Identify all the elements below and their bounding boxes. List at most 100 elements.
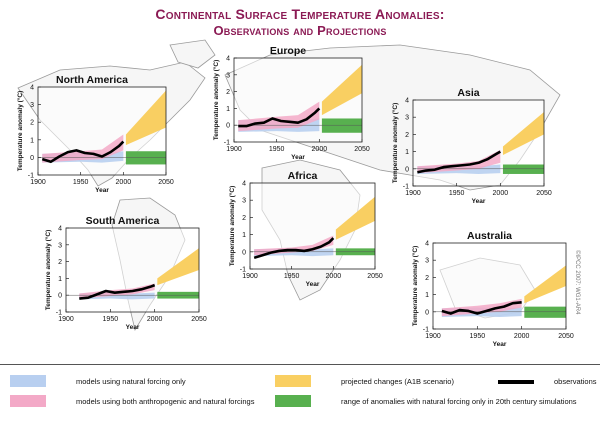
africa-x-axis-label: Year: [306, 281, 320, 288]
south-america-x-tick-label: 1900: [58, 316, 74, 323]
asia-anthropogenic-band: [417, 149, 501, 174]
south-america-region-title: South America: [86, 215, 160, 227]
south-america-y-tick-label: -1: [56, 310, 62, 317]
asia-x-axis-label: Year: [472, 198, 486, 205]
asia-y-tick-label: 1: [405, 149, 409, 156]
legend-label-projected: projected changes (A1B scenario): [341, 376, 454, 386]
chart-title-line-2: Observations and Projections: [213, 23, 387, 38]
legend-label-natural: models using natural forcing only: [76, 376, 186, 386]
north-america-y-tick-label: 0: [30, 155, 34, 162]
south-america-y-tick-label: 0: [58, 293, 62, 300]
europe-y-axis-label: Temperature anomaly (°C): [212, 60, 220, 141]
australia-y-axis-label: Temperature anomaly (°C): [411, 246, 419, 327]
south-america-x-tick-label: 1950: [103, 316, 119, 323]
asia-region-title: Asia: [457, 87, 479, 99]
legend-item-observations: observations: [498, 377, 597, 386]
north-america-y-tick-label: 4: [30, 85, 34, 92]
north-america-observations-line: [41, 140, 125, 164]
africa-x-tick-label: 1950: [284, 273, 300, 280]
africa-observations-line: [253, 237, 335, 260]
europe-y-tick-label: 2: [226, 89, 230, 96]
africa-y-axis-label: Temperature anomaly (°C): [228, 186, 236, 267]
south-america-projected-band: [157, 248, 199, 286]
australia-y-tick-label: 2: [425, 275, 429, 282]
africa-anthropogenic-band: [254, 235, 334, 256]
asia-projected-band: [502, 112, 544, 156]
europe-observations-line: [238, 107, 321, 128]
australia-y-tick-label: 0: [425, 309, 429, 316]
south-america-y-tick-label: 2: [58, 259, 62, 266]
asia-x-tick-label: 1900: [405, 190, 421, 197]
asia-x-tick-label: 2050: [536, 190, 552, 197]
north-america-x-axis-label: Year: [95, 187, 109, 194]
asia-y-axis-label: Temperature anomaly (°C): [391, 103, 399, 184]
africa-y-tick-label: 3: [242, 198, 246, 205]
north-america-y-tick-label: -1: [28, 173, 34, 180]
africa-y-tick-label: 1: [242, 232, 246, 239]
south-america-x-tick-label: 2050: [191, 316, 207, 323]
south-america-y-axis-label: Temperature anomaly (°C): [44, 230, 52, 311]
legend-swatch-observations: [498, 379, 534, 384]
europe-y-tick-label: 3: [226, 72, 230, 79]
africa-axes-frame: [249, 182, 376, 270]
europe-y-tick-label: -1: [224, 140, 230, 147]
europe-x-tick-label: 1950: [269, 146, 285, 153]
africa-region-title: Africa: [288, 170, 318, 182]
legend-label-anthropogenic: models using both anthropogenic and natu…: [76, 396, 255, 406]
africa-y-tick-label: 0: [242, 249, 246, 256]
north-america-y-tick-label: 3: [30, 102, 34, 109]
legend-item-anthropogenic: models using both anthropogenic and natu…: [10, 395, 254, 407]
copyright-notice: ©IPCC 2007: WG1-AR4: [574, 250, 580, 315]
australia-y-tick-label: 1: [425, 292, 429, 299]
europe-axes-frame: [233, 57, 363, 143]
australia-natural-range-box: [524, 306, 566, 318]
europe-x-tick-label: 2000: [312, 146, 328, 153]
africa-x-tick-label: 2000: [326, 273, 342, 280]
asia-x-tick-label: 2000: [493, 190, 509, 197]
south-america-y-tick-label: 1: [58, 276, 62, 283]
australia-x-tick-label: 2050: [558, 333, 574, 340]
australia-y-tick-label: 4: [425, 241, 429, 248]
asia-y-tick-label: -1: [403, 184, 409, 191]
africa-x-tick-label: 2050: [367, 273, 383, 280]
australia-region-title: Australia: [467, 230, 512, 242]
chart-title-line-1: Continental Surface Temperature Anomalie…: [155, 6, 445, 22]
north-america-y-tick-label: 2: [30, 120, 34, 127]
australia-x-tick-label: 1900: [425, 333, 441, 340]
europe-projected-band: [321, 64, 362, 116]
europe-y-tick-label: 4: [226, 56, 230, 63]
africa-y-tick-label: 2: [242, 215, 246, 222]
asia-y-tick-label: 4: [405, 98, 409, 105]
europe-x-tick-label: 2050: [354, 146, 370, 153]
legend-label-observations: observations: [554, 377, 597, 386]
south-america-x-axis-label: Year: [126, 324, 140, 331]
south-america-x-tick-label: 2000: [147, 316, 163, 323]
north-america-axes-frame: [37, 86, 167, 176]
asia-y-tick-label: 0: [405, 166, 409, 173]
australia-projected-band: [524, 265, 566, 304]
south-america-axes-frame: [65, 227, 200, 313]
africa-y-tick-label: 4: [242, 181, 246, 188]
legend-swatch-anthropogenic: [10, 395, 46, 407]
europe-x-tick-label: 1900: [226, 146, 242, 153]
legend-swatch-natural: [10, 375, 46, 387]
north-america-x-tick-label: 1950: [73, 179, 89, 186]
asia-y-tick-label: 3: [405, 115, 409, 122]
asia-x-tick-label: 1950: [449, 190, 465, 197]
australia-x-tick-label: 2000: [514, 333, 530, 340]
australia-y-tick-label: -1: [423, 327, 429, 334]
europe-y-tick-label: 0: [226, 123, 230, 130]
south-america-y-tick-label: 3: [58, 242, 62, 249]
asia-natural-range-box: [502, 164, 544, 174]
legend-item-natural: models using natural forcing only: [10, 375, 186, 387]
north-america-region-title: North America: [56, 74, 128, 86]
europe-x-axis-label: Year: [291, 154, 305, 161]
north-america-y-tick-label: 1: [30, 137, 34, 144]
greenland-outline: [169, 39, 216, 69]
north-america-y-axis-label: Temperature anomaly (°C): [16, 91, 24, 172]
south-america-observations-line: [79, 283, 156, 300]
asia-axes-frame: [412, 99, 545, 187]
europe-natural-range-box: [321, 118, 362, 133]
asia-observations-line: [417, 150, 501, 174]
legend-swatch-projected: [275, 375, 311, 387]
